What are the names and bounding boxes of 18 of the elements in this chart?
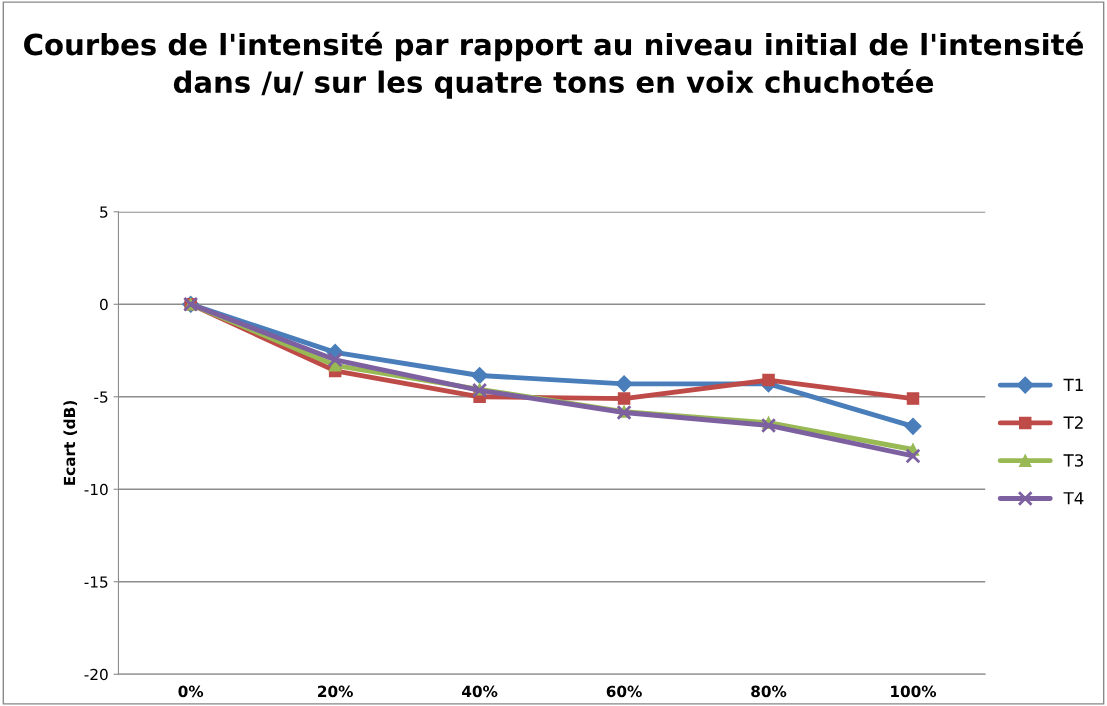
legend-label: T2 — [1063, 416, 1083, 429]
legend-label: T4 — [1063, 492, 1084, 505]
y-tick-label: -15 — [84, 576, 108, 588]
x-tick-label: 0% — [178, 685, 204, 698]
y-tick-label: -5 — [94, 391, 108, 403]
y-tick-label: 5 — [100, 206, 108, 218]
x-tick-label: 60% — [606, 685, 642, 698]
legend-label: T3 — [1063, 454, 1084, 467]
x-tick-label: 80% — [751, 685, 787, 698]
y-tick-label: -10 — [84, 483, 108, 496]
y-axis-title: Ecart (dB) — [63, 401, 78, 485]
x-tick-label: 40% — [462, 685, 498, 698]
y-tick-label: -20 — [84, 668, 108, 681]
y-tick-label: 0 — [100, 298, 108, 311]
legend-label: T1 — [1063, 378, 1083, 391]
x-tick-label: 20% — [318, 685, 353, 698]
x-tick-label: 100% — [891, 685, 937, 698]
chart-title: Courbes de l'intensité par rapport au niveau initial de l'intensité dans /u/ sur les quatre tons en voix chuchotée — [24, 31, 1083, 99]
